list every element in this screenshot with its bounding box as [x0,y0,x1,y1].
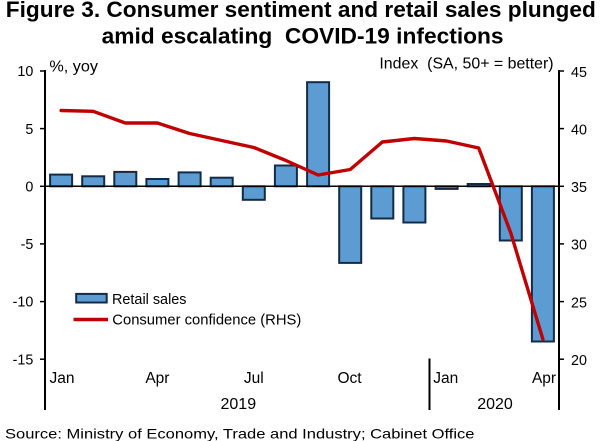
svg-text:Apr: Apr [145,370,169,387]
svg-text:Figure 3. Consumer sentiment a: Figure 3. Consumer sentiment and retail … [6,0,596,22]
svg-text:Index (SA, 50+ = better): Index (SA, 50+ = better) [379,55,553,72]
svg-text:Source: Ministry of Economy, T: Source: Ministry of Economy, Trade and I… [5,425,475,441]
svg-text:-15: -15 [13,352,34,368]
svg-text:Apr: Apr [532,370,556,387]
svg-text:Jul: Jul [244,370,264,387]
svg-text:45: 45 [571,65,587,81]
svg-text:2020: 2020 [477,396,513,413]
svg-text:%, yoy: %, yoy [49,58,98,75]
svg-text:-10: -10 [13,295,34,311]
svg-text:2019: 2019 [221,396,257,413]
svg-text:Consumer confidence (RHS): Consumer confidence (RHS) [112,313,301,329]
svg-text:Jan: Jan [50,370,75,387]
svg-text:amid escalating COVID-19 infe: amid escalating COVID-19 infections [102,24,504,49]
svg-text:Jan: Jan [433,370,458,387]
svg-text:10: 10 [17,64,33,80]
svg-text:-5: -5 [21,237,34,253]
svg-text:Oct: Oct [337,370,362,387]
svg-text:35: 35 [571,180,587,196]
svg-text:5: 5 [25,122,33,138]
svg-text:30: 30 [571,238,587,254]
svg-text:Retail sales: Retail sales [112,292,187,308]
svg-text:25: 25 [571,295,587,311]
svg-text:40: 40 [571,122,587,138]
svg-text:20: 20 [571,353,587,369]
svg-text:0: 0 [25,179,33,195]
